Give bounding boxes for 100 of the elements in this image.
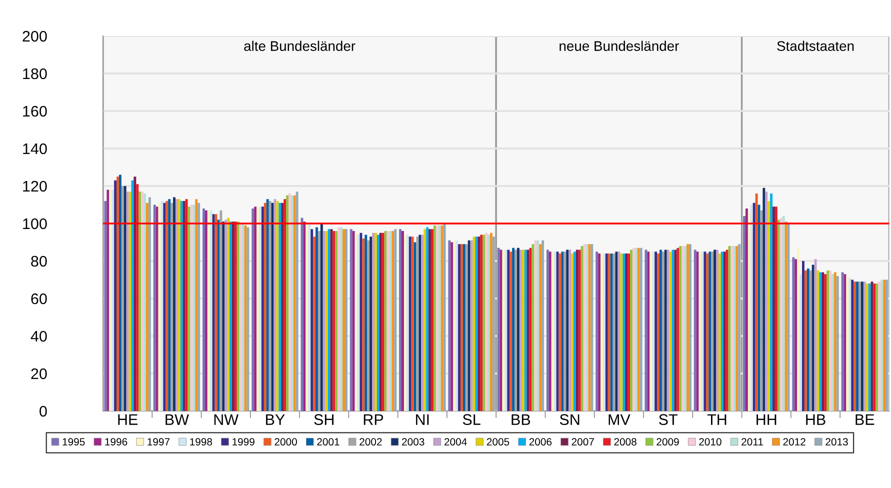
bar xyxy=(519,250,522,411)
bar xyxy=(772,206,775,411)
bar xyxy=(433,225,436,411)
bar xyxy=(688,244,692,411)
bar xyxy=(748,212,750,411)
bar xyxy=(610,254,613,411)
x-tick-label: NI xyxy=(416,414,429,425)
bar xyxy=(264,202,266,411)
bar xyxy=(500,250,502,411)
bar xyxy=(797,248,800,411)
bar xyxy=(652,252,655,411)
bar xyxy=(468,240,470,411)
bar xyxy=(804,270,807,411)
bar xyxy=(824,274,827,411)
x-tick-label: BE xyxy=(856,414,874,425)
bar xyxy=(580,246,584,411)
legend-label: 2005 xyxy=(486,438,510,446)
bar xyxy=(848,278,852,411)
bar xyxy=(126,192,129,411)
legend-label: 1999 xyxy=(232,438,254,446)
bar xyxy=(453,240,456,411)
bar xyxy=(104,201,107,411)
bar xyxy=(242,224,244,411)
band-label: alte Bundesländer xyxy=(244,40,356,51)
bar xyxy=(431,229,434,411)
bar xyxy=(190,204,193,411)
bar xyxy=(362,238,365,411)
bar xyxy=(532,244,534,411)
bar xyxy=(696,252,699,411)
bar xyxy=(404,234,406,411)
bar xyxy=(632,248,635,411)
bar xyxy=(234,222,237,411)
bar xyxy=(438,225,441,411)
bar xyxy=(440,225,444,411)
bar xyxy=(293,195,296,411)
y-tick-label: 160 xyxy=(23,106,47,117)
bar xyxy=(392,231,394,411)
bar xyxy=(261,206,264,411)
bar xyxy=(548,252,552,411)
bar xyxy=(458,244,460,411)
bar xyxy=(752,202,756,411)
x-tick-label: BW xyxy=(166,414,189,425)
band-label: Stadtstaaten xyxy=(777,40,854,51)
bar xyxy=(743,216,746,411)
bar xyxy=(335,231,338,411)
x-tick-label: HE xyxy=(118,414,138,425)
bar xyxy=(777,220,780,411)
bar xyxy=(674,250,677,411)
x-tick-label: SL xyxy=(462,414,480,425)
bar xyxy=(456,240,458,411)
bar xyxy=(354,232,358,411)
x-tick-label: MV xyxy=(608,414,630,425)
y-tick-label: 60 xyxy=(31,293,47,304)
bar xyxy=(325,231,328,411)
bar xyxy=(831,274,834,411)
bar xyxy=(863,282,866,411)
legend-label: 2009 xyxy=(656,438,679,446)
bar xyxy=(718,254,721,411)
bar xyxy=(630,250,632,411)
bar xyxy=(542,240,544,411)
x-tick-label: NW xyxy=(214,414,239,425)
bar xyxy=(141,192,144,411)
y-tick-label: 180 xyxy=(23,68,47,80)
bar xyxy=(492,236,495,411)
bar xyxy=(286,195,288,411)
legend-label: 2008 xyxy=(614,438,636,446)
bar xyxy=(382,232,384,411)
bar xyxy=(389,231,392,411)
bar xyxy=(114,180,117,411)
y-tick-label: 0 xyxy=(40,406,47,417)
bar xyxy=(210,210,212,411)
legend-label: 1995 xyxy=(62,438,85,446)
bar xyxy=(765,192,768,411)
bar xyxy=(345,229,348,411)
bar xyxy=(836,276,839,411)
bar xyxy=(738,244,741,411)
bar xyxy=(504,250,508,411)
bar xyxy=(232,222,234,411)
bar xyxy=(726,250,728,411)
bar xyxy=(128,192,132,411)
bar xyxy=(622,254,626,411)
legend-label: 2004 xyxy=(444,438,467,446)
bar xyxy=(284,199,286,411)
bar xyxy=(303,222,306,411)
bar xyxy=(634,248,638,411)
bar xyxy=(462,244,466,411)
bar xyxy=(556,252,559,411)
bar xyxy=(320,224,323,411)
bar xyxy=(424,229,426,411)
bar xyxy=(704,252,706,411)
bar xyxy=(163,202,166,411)
bar xyxy=(664,250,667,411)
bar xyxy=(706,254,709,411)
bar xyxy=(436,225,438,411)
bar xyxy=(256,206,260,411)
legend-label: 2012 xyxy=(783,438,806,446)
bar xyxy=(576,250,578,411)
bar xyxy=(399,229,402,411)
bar xyxy=(148,197,151,411)
bar xyxy=(482,234,486,411)
